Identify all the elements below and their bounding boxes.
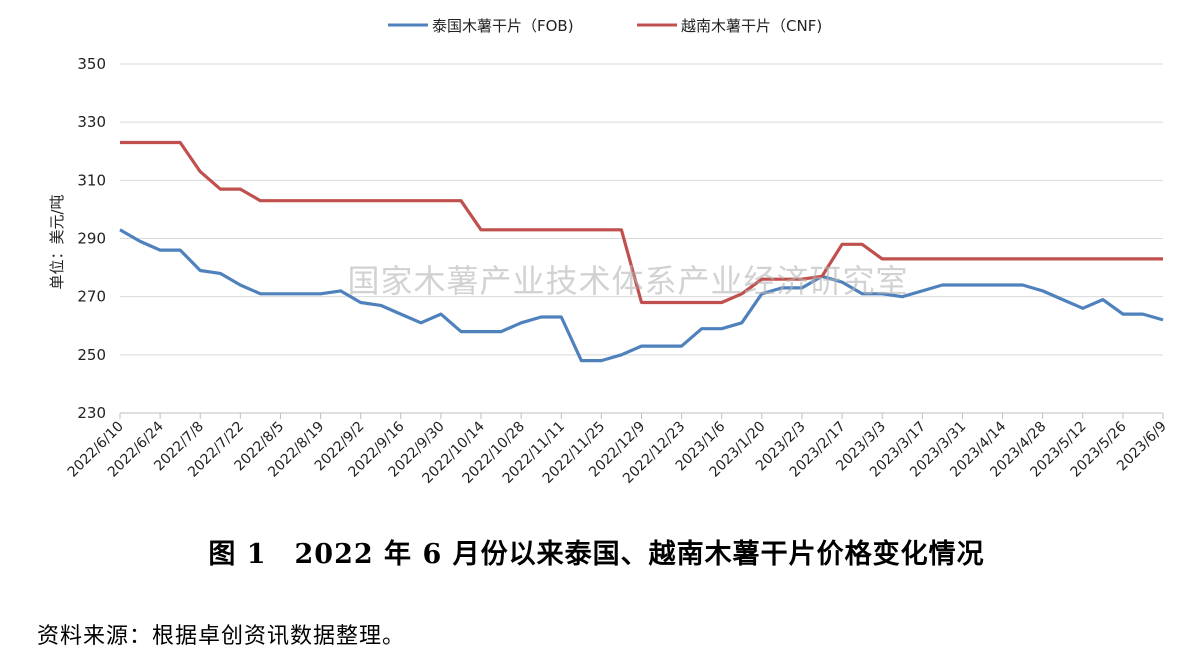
y-tick-label: 290 <box>77 230 106 248</box>
figure-caption: 图 1 2022 年 6 月份以来泰国、越南木薯干片价格变化情况 <box>208 539 985 570</box>
gridlines <box>120 63 1163 356</box>
series-line-thailand <box>119 228 1164 363</box>
data-source-note: 资料来源：根据卓创资讯数据整理。 <box>37 624 406 649</box>
legend-label-thailand: 泰国木薯干片（FOB) <box>432 17 574 35</box>
y-axis-label: 单位：美元/吨 <box>48 194 66 289</box>
y-tick-label: 270 <box>77 288 106 306</box>
y-tick-label: 350 <box>77 55 106 73</box>
y-tick-label: 250 <box>77 346 106 364</box>
y-tick-label: 310 <box>77 171 106 189</box>
legend: 泰国木薯干片（FOB) 越南木薯干片（CNF) <box>388 17 822 35</box>
legend-label-vietnam: 越南木薯干片（CNF) <box>681 17 822 35</box>
y-tick-label: 330 <box>77 113 106 131</box>
y-axis-ticks: 230 250 270 290 310 330 350 <box>77 55 106 422</box>
series-line-vietnam <box>120 140 1163 305</box>
x-axis-ticks: 2022/6/102022/6/242022/7/82022/7/222022/… <box>65 413 1170 487</box>
series-lines <box>119 140 1164 363</box>
y-tick-label: 230 <box>77 404 106 422</box>
watermark: 国家木薯产业技术体系产业经济研究室 <box>347 262 908 300</box>
line-chart: 230 250 270 290 310 330 350 2022/6/102022/6/24… <box>48 17 1170 487</box>
